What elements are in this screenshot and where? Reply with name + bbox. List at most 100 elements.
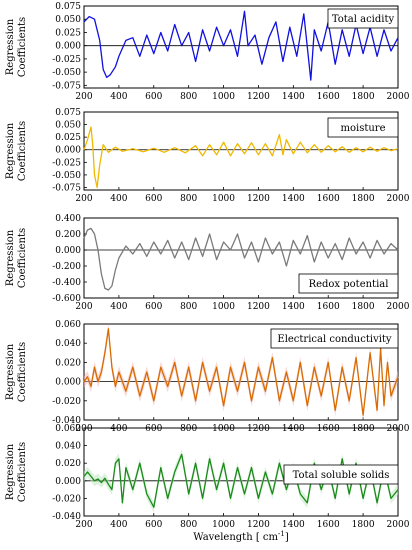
y-axis-label-line2: Coefficients [17,228,28,288]
x-tick-label: 1000 [212,520,235,530]
x-tick-label: 600 [145,424,162,434]
x-tick-label: 1200 [247,92,270,102]
y-tick-label: 0.060 [55,320,81,330]
legend-label: moisture [341,123,386,134]
legend-box [270,328,399,349]
x-tick-label: 600 [145,92,162,102]
x-tick-label: 800 [180,520,197,530]
y-axis-label-line1: Regression [5,122,16,179]
y-tick-label: 0.050 [55,121,81,131]
x-tick-label: 2000 [387,92,410,102]
x-tick-label: 1800 [352,520,375,530]
x-tick-label: 200 [75,194,92,204]
x-tick-label: 400 [110,424,127,434]
y-tick-label: 0.000 [55,246,81,256]
x-tick-label: 1600 [317,302,340,312]
y-axis-label-line1: Regression [5,18,16,75]
y-tick-label: -0.400 [52,278,81,288]
x-tick-label: 1800 [352,194,375,204]
legend-label: Total acidity [332,14,395,25]
y-tick-label: 0.000 [55,378,81,388]
y-tick-label: 0.000 [55,477,81,487]
x-tick-label: 1000 [212,92,235,102]
x-tick-label: 1000 [212,424,235,434]
x-tick-label: 800 [180,302,197,312]
x-tick-label: 1800 [352,302,375,312]
x-axis-title: Wavelength [ cm-1] [193,530,289,543]
x-tick-label: 1200 [247,194,270,204]
y-tick-label: 0.200 [55,230,81,240]
x-tick-label: 600 [145,302,162,312]
legend-box [283,464,399,485]
x-axis-title-sup: -1 [278,530,285,538]
x-tick-label: 800 [180,424,197,434]
y-tick-label: -0.020 [52,494,81,504]
y-tick-label: -0.025 [52,158,81,168]
x-tick-label: 1000 [212,302,235,312]
y-tick-label: 0.040 [55,442,81,452]
x-tick-label: 1200 [247,424,270,434]
x-tick-label: 1600 [317,194,340,204]
x-tick-label: 1600 [317,424,340,434]
y-tick-label: 0.000 [55,146,81,156]
y-tick-label: 0.020 [55,459,81,469]
x-tick-label: 400 [110,92,127,102]
y-tick-label: -0.040 [52,416,81,426]
legend-label: Total soluble solids [293,470,390,481]
plot-frame [83,111,399,191]
x-axis-title-end: ] [285,532,289,543]
x-tick-label: 400 [110,520,127,530]
x-tick-label: 1000 [212,194,235,204]
x-tick-label: 200 [75,302,92,312]
series-band [84,323,398,421]
x-tick-label: 1600 [317,520,340,530]
legend-label: Redox potential [309,279,389,290]
y-tick-label: -0.050 [52,171,81,181]
series-line [83,126,399,189]
x-tick-label: 1400 [282,92,305,102]
x-tick-label: 2000 [387,194,410,204]
x-tick-label: 400 [110,302,127,312]
series-line [83,10,399,81]
y-axis-label-line1: Regression [5,343,16,400]
x-tick-label: 1400 [282,302,305,312]
x-tick-label: 1400 [282,194,305,204]
y-tick-label: 0.400 [55,214,81,224]
y-axis-label-line2: Coefficients [17,121,28,181]
series-line [83,328,399,416]
x-tick-label: 800 [180,194,197,204]
x-tick-label: 1200 [247,302,270,312]
x-tick-label: 800 [180,92,197,102]
y-tick-label: -0.050 [52,68,81,78]
y-tick-label: -0.025 [52,55,81,65]
y-tick-label: 0.025 [55,133,81,143]
plot-frame [83,217,399,299]
y-tick-label: 0.050 [55,15,81,25]
x-tick-label: 400 [110,194,127,204]
y-tick-label: -0.075 [52,81,81,91]
y-axis-label-line2: Coefficients [17,17,28,77]
x-tick-label: 1800 [352,424,375,434]
y-tick-label: 0.020 [55,358,81,368]
y-tick-label: -0.040 [52,512,81,522]
legend-box [327,117,399,138]
y-tick-label: 0.000 [55,42,81,52]
series-line [83,227,399,291]
plot-frame [83,5,399,89]
y-tick-label: 0.075 [55,2,81,12]
y-tick-label: 0.040 [55,339,81,349]
x-tick-label: 1400 [282,520,305,530]
legend-label: Electrical conductivity [277,334,392,345]
x-tick-label: 2000 [387,302,410,312]
x-tick-label: 2000 [387,520,410,530]
x-tick-label: 1800 [352,92,375,102]
y-axis-label-line1: Regression [5,229,16,286]
x-axis-title-text: Wavelength [ cm [193,532,278,543]
y-tick-label: -0.020 [52,397,81,407]
y-axis-label-line2: Coefficients [17,342,28,402]
chart-panel-2: 0.0750.0500.0250.000-0.025-0.050-0.07520… [5,108,410,204]
legend-box [327,8,399,29]
